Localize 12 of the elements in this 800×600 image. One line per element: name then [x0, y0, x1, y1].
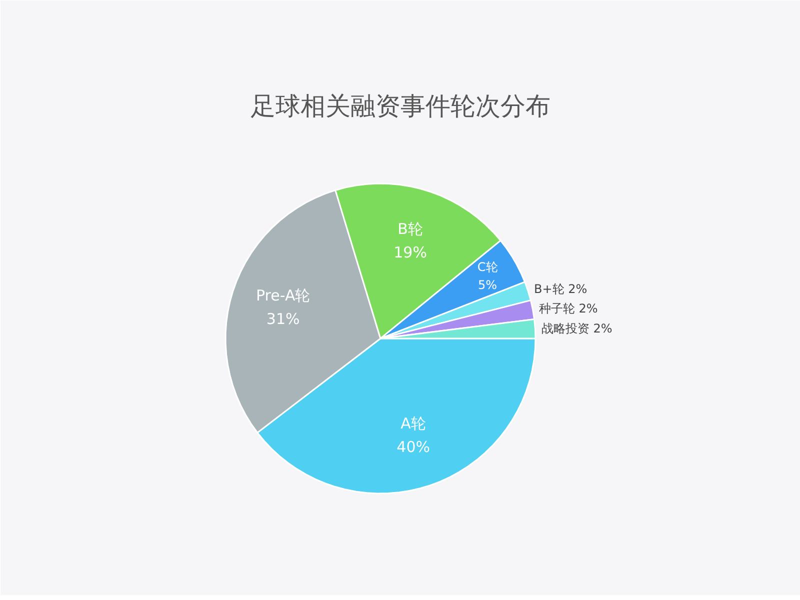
slice-label: C轮 — [477, 260, 498, 274]
data-label: 19% — [394, 243, 427, 262]
chart-title: 足球相关融资事件轮次分布 — [250, 92, 550, 120]
slice-label: A轮 — [400, 414, 426, 433]
slice-label: Pre-A轮 — [256, 286, 310, 304]
data-label: 31% — [266, 310, 300, 328]
slice-label: B+轮 2% — [534, 282, 588, 296]
slice-label: 种子轮 2% — [538, 302, 598, 316]
data-label: 40% — [396, 438, 430, 456]
slice-label: 战略投资 2% — [541, 321, 612, 336]
slice-label: B轮 — [398, 220, 423, 238]
data-label: 5% — [478, 278, 498, 292]
